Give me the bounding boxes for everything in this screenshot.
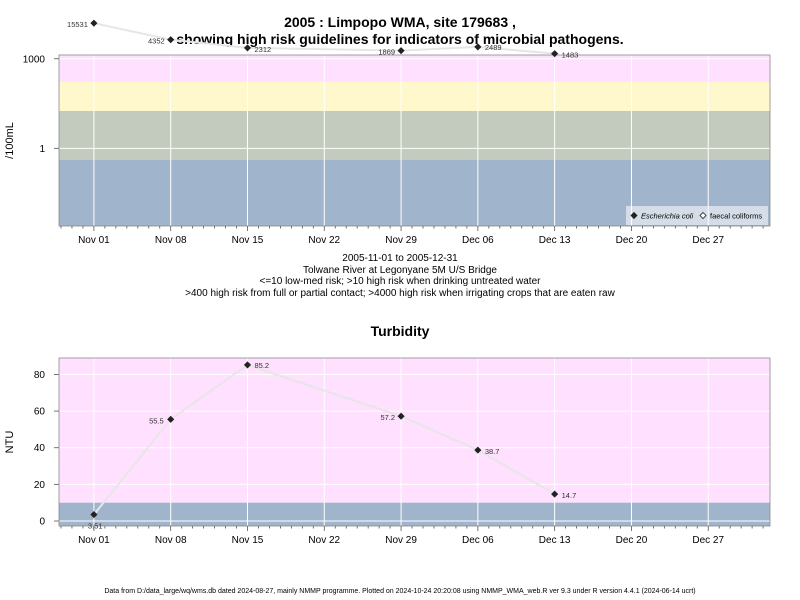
point-label: 55.5 — [149, 416, 164, 425]
x-tick-label: Nov 08 — [155, 535, 187, 546]
point-label: 1869 — [378, 48, 395, 57]
point-label: 14.7 — [562, 491, 577, 500]
x-tick-label: Nov 01 — [78, 235, 110, 246]
data-point — [243, 44, 252, 52]
caption-guideline-1: <=10 low-med risk; >10 high risk when dr… — [259, 276, 541, 287]
y-tick-label: 1000 — [23, 54, 46, 65]
data-point — [243, 361, 252, 369]
x-tick-label: Nov 22 — [308, 535, 340, 546]
x-tick-label: Dec 20 — [616, 235, 648, 246]
point-label: 3.51 — [88, 522, 103, 531]
x-tick-label: Dec 27 — [692, 235, 724, 246]
y-tick-label: 40 — [34, 443, 46, 454]
x-tick-label: Dec 06 — [462, 535, 494, 546]
data-point — [167, 415, 175, 423]
y-axis-label: /100mL — [4, 122, 16, 159]
legend-label-ecoli: Escherichia coli — [641, 212, 693, 221]
chart-title-line-2: showing high risk guidelines for indicat… — [176, 31, 624, 47]
y-tick-label: 1 — [39, 144, 45, 155]
legend-label-faecal-coliforms: faecal coliforms — [710, 212, 762, 221]
point-label: 57.2 — [380, 413, 395, 422]
legend-box — [626, 206, 768, 225]
caption-site: Tolwane River at Legonyane 5M U/S Bridge — [303, 264, 497, 276]
y-tick-label: 0 — [39, 517, 45, 528]
legend-marker-ecoli — [630, 211, 638, 220]
point-label: 4352 — [148, 37, 165, 46]
x-tick-label: Dec 06 — [462, 235, 494, 246]
y-tick-label: 20 — [34, 480, 46, 491]
risk-band — [59, 358, 770, 503]
point-label: 15531 — [67, 20, 88, 29]
turbidity-chart: Nov 01 Nov 08 Nov 15 Nov 22 Nov 29 Dec 06 Dec … — [4, 357, 771, 546]
x-tick-label: Nov 15 — [232, 535, 264, 546]
x-tick-label: Dec 20 — [616, 535, 648, 546]
legend: Escherichia coli faecal coliforms — [626, 206, 768, 225]
x-tick-label: Nov 15 — [232, 235, 264, 246]
chart-title-line-1: 2005 : Limpopo WMA, site 179683 , — [284, 14, 516, 30]
turbidity-title: Turbidity — [370, 323, 430, 339]
data-point — [474, 43, 482, 51]
legend-marker-faecal-coliforms — [699, 211, 707, 220]
data-point — [551, 490, 559, 498]
data-point — [397, 47, 405, 55]
point-label: 2489 — [485, 43, 502, 52]
footer-note: Data from D:/data_large/wq/wms.db dated … — [104, 588, 696, 595]
point-label: 85.2 — [254, 361, 269, 370]
x-tick-label: Nov 08 — [155, 235, 187, 246]
data-point — [90, 19, 98, 27]
plot-frame — [58, 357, 771, 527]
y-tick-label: 60 — [34, 407, 46, 418]
caption-guideline-2: >400 high risk from full or partial cont… — [185, 287, 615, 299]
caption-date-range: 2005-11-01 to 2005-12-31 — [342, 253, 458, 264]
plot-frame — [58, 54, 771, 227]
series-line — [93, 22, 555, 55]
x-tick-label: Nov 29 — [385, 235, 417, 246]
y-axis-label: NTU — [4, 431, 16, 454]
x-tick-label: Dec 13 — [539, 235, 571, 246]
x-tick-label: Dec 13 — [539, 535, 571, 546]
y-tick-label: 80 — [34, 370, 46, 381]
risk-band — [59, 82, 770, 111]
x-tick-label: Dec 27 — [692, 535, 724, 546]
data-point — [551, 50, 559, 58]
point-label: 1483 — [562, 51, 579, 60]
risk-band — [59, 502, 770, 526]
x-tick-label: Nov 01 — [78, 535, 110, 546]
data-point — [474, 446, 482, 454]
point-label: 38.7 — [485, 447, 500, 456]
data-point — [90, 511, 98, 519]
point-label: 2312 — [254, 45, 271, 54]
risk-band — [59, 111, 770, 160]
x-tick-label: Nov 22 — [308, 235, 340, 246]
series-line — [93, 363, 556, 516]
ecoli-chart: Nov 01 Nov 08 Nov 15 Nov 22 Nov 29 Dec 06 Dec … — [4, 19, 771, 246]
risk-band — [59, 55, 770, 82]
data-point — [167, 36, 175, 44]
x-tick-label: Nov 29 — [385, 535, 417, 546]
data-point — [397, 412, 405, 420]
